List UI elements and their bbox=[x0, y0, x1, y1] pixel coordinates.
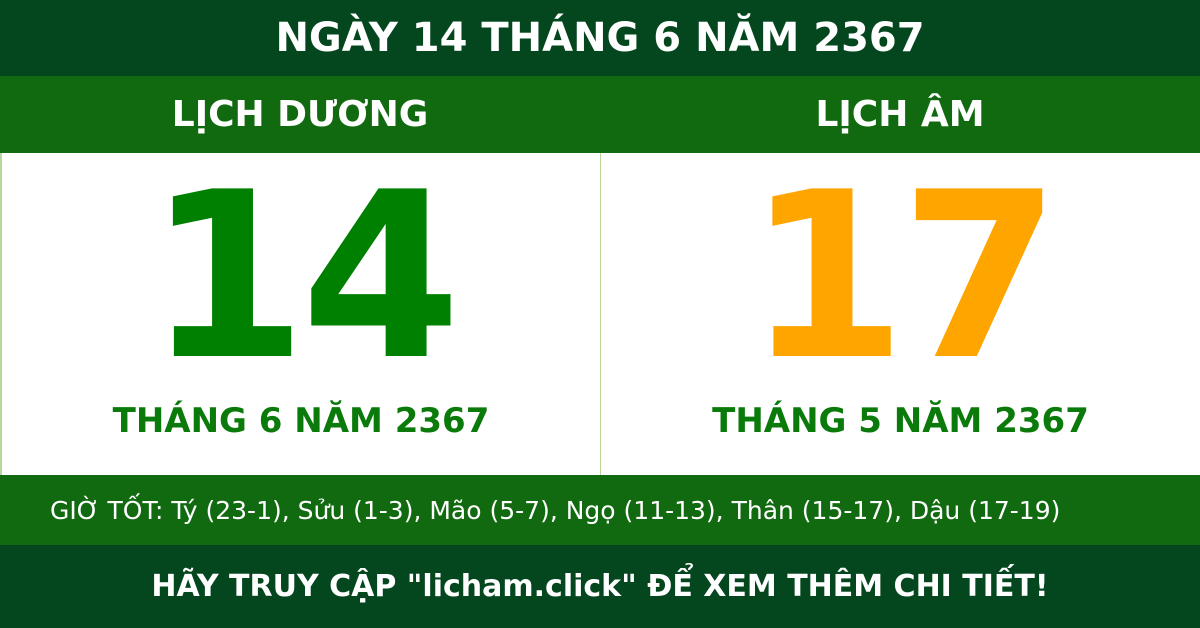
good-hours: GIỜ TỐT: Tý (23-1), Sửu (1-3), Mão (5-7)… bbox=[0, 475, 1200, 545]
lunar-heading: LỊCH ÂM bbox=[815, 94, 985, 135]
solar-day: 14 bbox=[146, 144, 461, 411]
lunar-panel: 17 THÁNG 5 NĂM 2367 bbox=[600, 153, 1200, 475]
solar-month-year: THÁNG 6 NĂM 2367 bbox=[112, 401, 490, 441]
footer-cta: HÃY TRUY CẬP "licham.click" ĐỂ XEM THÊM … bbox=[0, 545, 1200, 628]
lunar-day: 17 bbox=[746, 144, 1060, 411]
calendar-headers: LỊCH DƯƠNG LỊCH ÂM bbox=[0, 76, 1200, 153]
solar-panel: 14 THÁNG 6 NĂM 2367 bbox=[0, 153, 600, 475]
lunar-month-year: THÁNG 5 NĂM 2367 bbox=[712, 401, 1089, 441]
solar-heading: LỊCH DƯƠNG bbox=[171, 94, 429, 135]
page-title: NGÀY 14 THÁNG 6 NĂM 2367 bbox=[0, 0, 1200, 76]
